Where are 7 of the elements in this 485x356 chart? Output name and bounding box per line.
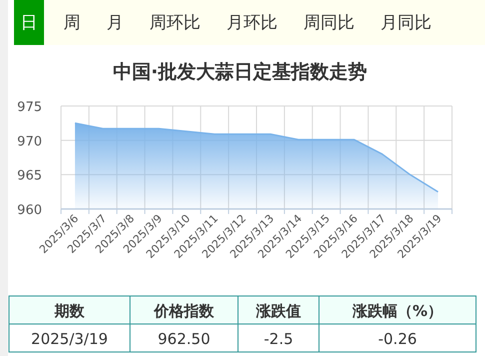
table: 期数 价格指数 涨跌值 涨跌幅（%） 2025/3/19 962.50 -2.5 -0.26: [8, 296, 476, 352]
y-tick-label: 960: [17, 203, 42, 218]
y-tick-label: 965: [17, 168, 42, 184]
tabs: 日 周 月 周环比 月环比 周同比 月同比: [14, 0, 432, 45]
chart-title: 中国·批发大蒜日定基指数走势: [112, 61, 368, 83]
y-tick-label: 975: [17, 100, 42, 115]
y-tick-label: 970: [17, 134, 42, 150]
